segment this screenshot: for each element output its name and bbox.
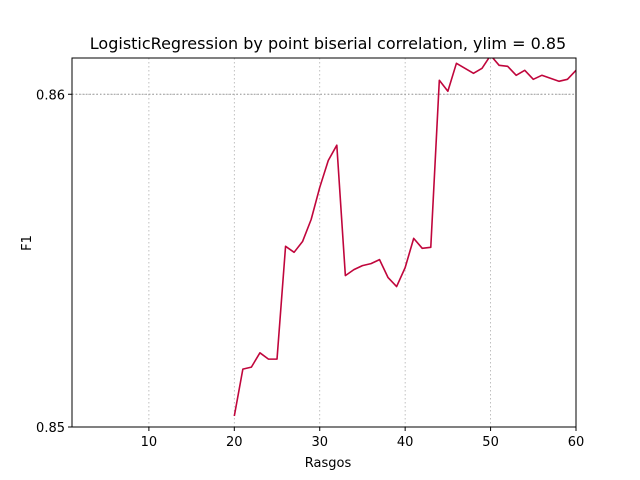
x-tick-label: 40 <box>397 435 414 450</box>
y-tick-label: 0.86 <box>36 88 65 103</box>
x-tick-label: 10 <box>141 435 158 450</box>
grid-layer <box>72 58 577 427</box>
x-tick-label: 60 <box>568 435 585 450</box>
y-axis-ticks: 0.85 0.86 <box>36 88 72 436</box>
plot-area <box>233 58 576 417</box>
x-axis-ticks: 10 20 30 40 50 60 <box>141 427 585 450</box>
y-tick-label: 0.85 <box>36 421 65 436</box>
x-tick-label: 20 <box>226 435 243 450</box>
series-layer <box>233 58 576 417</box>
y-axis-label: F1 <box>20 235 35 251</box>
series-line <box>233 58 576 417</box>
plot-frame <box>71 57 577 428</box>
x-tick-label: 30 <box>311 435 328 450</box>
x-tick-label: 50 <box>482 435 499 450</box>
x-axis-label: Rasgos <box>305 456 352 471</box>
chart-title: LogisticRegression by point biserial cor… <box>90 34 566 53</box>
